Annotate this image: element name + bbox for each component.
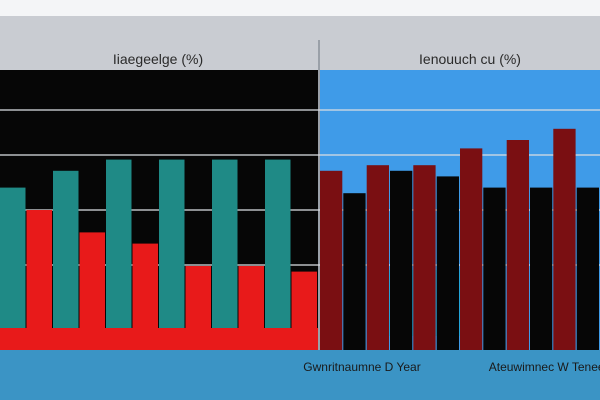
- bar-p2-s2-3: [436, 176, 459, 350]
- footer-band: [0, 350, 600, 400]
- bar-p1-s1-3: [106, 159, 132, 350]
- chart-title-right: Ienouuch cu (%): [419, 51, 521, 67]
- x-axis-label-right: Ateuwimnec W Teneee: [489, 360, 600, 374]
- header-band: [0, 16, 600, 70]
- chart-labels: Iiaegeelge (%) Ienouuch cu (%) Gwnritnau…: [113, 51, 600, 374]
- bar-p2-s1-2: [366, 165, 389, 350]
- bar-p1-s1-1: [0, 187, 26, 350]
- bar-p2-s2-6: [576, 187, 599, 350]
- x-axis-label-left: Gwnritnaumne D Year: [303, 360, 420, 374]
- bar-p2-s1-6: [553, 128, 576, 350]
- bar-p1-s2-1: [26, 210, 52, 350]
- bar-p1-s1-6: [265, 159, 291, 350]
- left-baseline-strip: [0, 328, 318, 350]
- bar-p2-s2-4: [483, 187, 506, 350]
- bar-p1-s1-2: [53, 170, 79, 350]
- bar-p2-s2-5: [530, 187, 553, 350]
- bar-p2-s2-1: [343, 193, 366, 350]
- bar-p2-s2-2: [390, 170, 413, 350]
- chart-title-left: Iiaegeelge (%): [113, 51, 203, 67]
- bar-p1-s1-5: [212, 159, 238, 350]
- bar-p2-s1-3: [413, 165, 436, 350]
- bar-p2-s1-4: [460, 148, 483, 350]
- bar-p2-s1-5: [506, 140, 529, 350]
- bars: [0, 128, 599, 350]
- bar-p2-s1-1: [320, 170, 343, 350]
- bar-p1-s1-4: [159, 159, 185, 350]
